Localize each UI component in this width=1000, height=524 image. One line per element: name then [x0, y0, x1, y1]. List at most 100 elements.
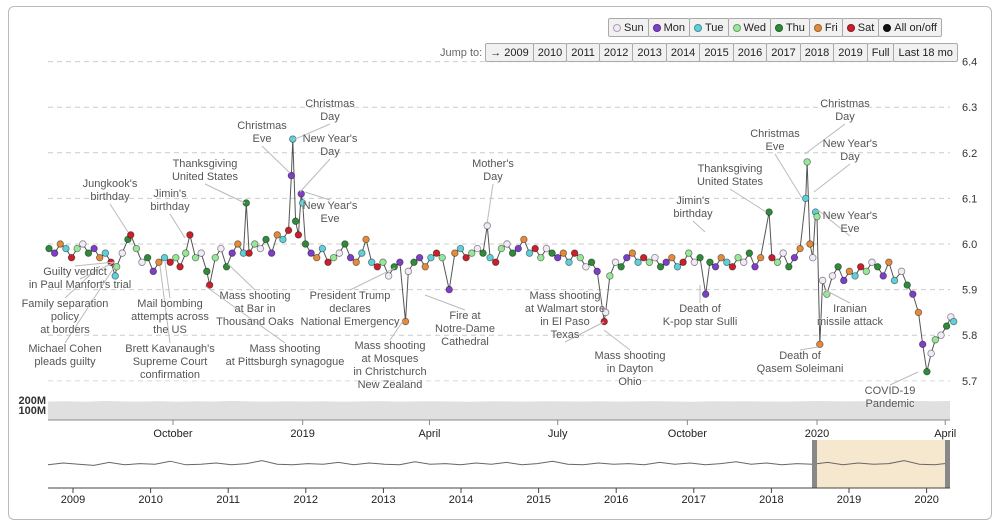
- data-point-thu: [508, 249, 517, 257]
- data-point-thu: [587, 258, 596, 266]
- data-point-mon: [415, 253, 424, 262]
- data-point-thu: [301, 240, 310, 248]
- annotation-leader: [799, 346, 819, 351]
- data-point-fri: [352, 258, 360, 266]
- legend-toggle-wed[interactable]: Wed: [727, 18, 771, 37]
- jump-button-2016[interactable]: 2016: [732, 43, 768, 62]
- annotation-leader: [74, 261, 116, 267]
- event-annotation: Jimin's birthday: [150, 188, 190, 213]
- legend-toggle-all-on-off[interactable]: All on/off: [878, 18, 942, 37]
- jump-button-2017[interactable]: 2017: [766, 43, 801, 62]
- data-point-wed: [606, 272, 614, 280]
- event-annotation: New Year's Day: [822, 138, 878, 163]
- data-point-sat: [373, 263, 382, 271]
- data-point-fri: [559, 249, 568, 257]
- data-point-thu: [942, 322, 951, 330]
- legend-toggle-thu[interactable]: Thu: [769, 18, 810, 37]
- jump-button-2011[interactable]: 2011: [566, 43, 600, 62]
- legend-label: Sun: [624, 21, 644, 34]
- jump-button-last-18-mo[interactable]: Last 18 mo: [893, 43, 958, 62]
- jump-button-2010[interactable]: 2010: [532, 43, 568, 62]
- jump-button-2013[interactable]: 2013: [632, 43, 667, 62]
- event-annotation: Mother's Day: [472, 158, 514, 183]
- event-annotation: Jimin's birthday: [673, 195, 713, 220]
- data-point-thu: [291, 217, 300, 225]
- x-tick-label: October: [668, 428, 707, 440]
- navigator-handle[interactable]: [812, 440, 817, 488]
- event-annotation: Mass shooting at Bar in Thousand Oaks: [216, 290, 294, 328]
- event-annotation: Mass shooting in Dayton Ohio: [594, 350, 666, 388]
- data-point-sun: [690, 258, 699, 266]
- data-point-thu: [390, 263, 398, 271]
- data-point-fri: [56, 240, 64, 248]
- data-point-mon: [514, 244, 522, 253]
- jump-button-2009[interactable]: → 2009: [485, 43, 534, 62]
- jump-button-full[interactable]: Full: [866, 43, 895, 62]
- legend-toggle-fri[interactable]: Fri: [808, 18, 843, 37]
- data-point-sat: [245, 249, 253, 257]
- event-annotation: Christmas Day: [820, 98, 870, 123]
- data-point-thu: [923, 367, 931, 376]
- data-point-wed: [251, 240, 259, 248]
- legend-toggle-mon[interactable]: Mon: [647, 18, 690, 37]
- data-point-tue: [358, 249, 366, 257]
- data-point-mon: [287, 171, 296, 180]
- data-point-thu: [479, 249, 487, 257]
- annotation-leader: [774, 153, 803, 199]
- data-point-sat: [284, 226, 293, 235]
- data-point-wed: [211, 253, 219, 262]
- event-annotation: New Year's Day: [302, 133, 358, 158]
- data-point-sat: [462, 253, 470, 262]
- navigator-tick-label: 2010: [138, 494, 162, 506]
- data-point-wed: [773, 258, 782, 266]
- data-point-fri: [628, 249, 637, 257]
- annotation-leader: [159, 265, 171, 344]
- data-point-mon: [228, 249, 236, 257]
- data-point-sat: [570, 249, 579, 257]
- data-point-wed: [931, 336, 940, 344]
- data-point-sat: [492, 258, 500, 266]
- data-point-sat: [324, 258, 332, 266]
- data-point-fri: [668, 253, 676, 262]
- data-point-wed: [813, 212, 821, 221]
- navigator-tick-label: 2018: [759, 494, 783, 506]
- data-point-tue: [949, 317, 958, 326]
- data-point-tue: [456, 244, 465, 253]
- data-point-fri: [362, 235, 370, 244]
- data-point-fri: [717, 253, 725, 262]
- data-point-tue: [634, 258, 642, 266]
- jump-button-2019[interactable]: 2019: [833, 43, 868, 62]
- data-point-sun: [740, 258, 748, 266]
- data-point-sat: [639, 253, 648, 262]
- annotation-leader: [813, 163, 851, 193]
- navigator-line: [47, 460, 951, 466]
- event-annotation: President Trump declares National Emerge…: [300, 290, 400, 328]
- data-point-fri: [885, 258, 893, 266]
- jump-button-2012[interactable]: 2012: [598, 43, 634, 62]
- legend-toggle-sat[interactable]: Sat: [841, 18, 880, 37]
- annotation-leader: [64, 265, 116, 344]
- navigator-handle[interactable]: [945, 440, 950, 488]
- event-annotation: COVID-19 Pandemic: [864, 385, 916, 410]
- event-annotation: Death of Qasem Soleimani: [756, 350, 844, 375]
- data-point-tue: [101, 249, 110, 257]
- navigator-tick-label: 2017: [682, 494, 706, 506]
- legend-toggle-tue[interactable]: Tue: [688, 18, 729, 37]
- jump-button-2014[interactable]: 2014: [665, 43, 701, 62]
- jump-button-2018[interactable]: 2018: [799, 43, 835, 62]
- data-point-wed: [685, 249, 693, 257]
- legend-toggle-sun[interactable]: Sun: [608, 18, 649, 37]
- annotation-leader: [729, 188, 767, 213]
- data-point-fri: [756, 253, 765, 262]
- data-point-sun: [473, 244, 482, 253]
- data-point-fri: [421, 263, 429, 271]
- data-point-mon: [879, 272, 887, 280]
- data-point-sun: [256, 244, 265, 253]
- data-point-mon: [554, 253, 562, 262]
- data-point-sun: [868, 258, 876, 266]
- event-annotation: Family separation policy at borders: [21, 298, 109, 336]
- y-tick-label: 6.3: [962, 102, 977, 114]
- navigator-tick-label: 2016: [604, 494, 628, 506]
- data-point-thu: [84, 249, 93, 257]
- jump-button-2015[interactable]: 2015: [699, 43, 734, 62]
